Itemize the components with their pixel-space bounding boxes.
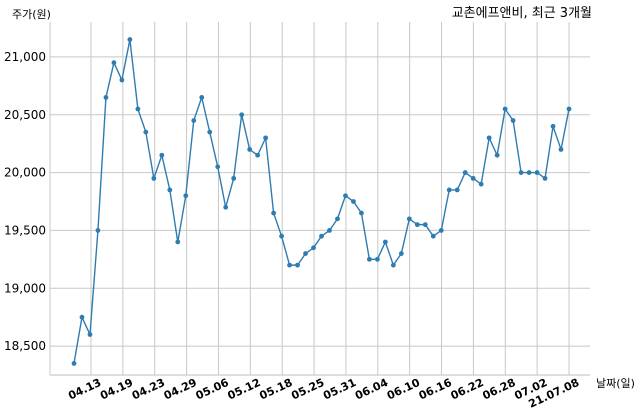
data-point — [502, 106, 508, 112]
x-tick-label: 05.06 — [194, 376, 231, 403]
data-point — [351, 199, 356, 204]
data-point — [191, 118, 197, 123]
data-point — [303, 251, 308, 256]
data-point — [223, 204, 229, 210]
data-point — [319, 233, 324, 239]
data-point — [486, 135, 492, 141]
data-point — [199, 95, 205, 100]
data-point — [287, 262, 292, 268]
data-point — [550, 123, 556, 129]
data-point — [510, 118, 516, 123]
data-point — [271, 210, 276, 216]
data-point — [167, 187, 173, 193]
series-layer — [71, 37, 572, 366]
data-point — [247, 147, 253, 152]
data-point — [175, 239, 181, 245]
data-point — [207, 129, 213, 135]
x-tick-label: 06.28 — [481, 376, 518, 402]
data-point — [446, 187, 452, 193]
data-point — [382, 239, 388, 245]
data-point — [343, 193, 348, 199]
data-point — [263, 135, 269, 141]
data-point — [279, 233, 284, 239]
data-point — [135, 106, 141, 112]
y-axis-title: 주가(원) — [12, 8, 51, 21]
data-point — [111, 60, 117, 66]
data-point — [566, 106, 572, 112]
data-point — [398, 251, 404, 256]
y-tick-label: 19,000 — [4, 281, 46, 295]
y-tick-label: 21,000 — [4, 50, 46, 64]
x-tick-label: 04.23 — [130, 376, 167, 402]
data-point — [430, 233, 436, 239]
data-point — [422, 222, 428, 228]
x-axis-title: 날짜(일) — [596, 376, 635, 390]
y-tick-label: 20,000 — [4, 166, 46, 180]
y-tick-label: 20,500 — [4, 108, 46, 122]
data-point — [438, 228, 444, 233]
data-point — [159, 152, 165, 158]
data-point — [359, 210, 364, 216]
data-point — [79, 314, 85, 320]
data-point — [454, 187, 460, 193]
data-point — [558, 147, 564, 152]
y-tick-label: 19,500 — [4, 223, 46, 237]
data-point — [406, 216, 412, 222]
data-point — [127, 37, 133, 42]
x-tick-label: 04.19 — [98, 376, 135, 402]
data-point — [151, 175, 157, 181]
data-point — [119, 77, 125, 83]
data-point — [470, 175, 476, 181]
data-point — [526, 170, 532, 175]
x-tick-label: 06.22 — [449, 376, 486, 402]
data-point — [215, 164, 221, 170]
data-point — [462, 170, 468, 175]
data-point — [335, 216, 340, 222]
x-tick-labels: 04.1304.1904.2304.2905.0605.1205.1805.25… — [66, 376, 581, 411]
data-point — [534, 170, 540, 175]
x-tick-label: 05.31 — [321, 376, 358, 402]
data-point — [295, 262, 300, 268]
data-point — [374, 256, 380, 262]
data-point — [390, 262, 396, 268]
x-tick-label: 06.10 — [385, 376, 422, 403]
data-point — [255, 152, 261, 158]
data-point — [311, 245, 316, 251]
data-point — [478, 181, 484, 187]
x-tick-label: 05.25 — [289, 376, 326, 402]
data-point — [71, 361, 77, 366]
x-tick-label: 06.16 — [417, 376, 454, 403]
data-point — [231, 175, 237, 181]
x-tick-label: 04.13 — [66, 376, 103, 402]
data-point — [494, 152, 500, 158]
data-point — [367, 256, 372, 262]
x-tick-label: 05.12 — [226, 376, 263, 402]
data-point — [542, 175, 548, 181]
data-point — [518, 170, 524, 175]
grid-lines — [49, 22, 590, 376]
x-tick-label: 04.29 — [162, 376, 199, 402]
series-line — [73, 38, 570, 364]
data-point — [327, 228, 332, 233]
x-tick-label: 06.04 — [353, 376, 390, 403]
x-tick-label: 05.18 — [257, 376, 294, 402]
y-tick-label: 18,500 — [4, 339, 46, 353]
data-point — [183, 193, 189, 199]
data-point — [239, 112, 245, 118]
chart-title: 교촌에프앤비, 최근 3개월 — [452, 6, 592, 21]
data-point — [143, 129, 149, 135]
data-point — [414, 222, 420, 228]
y-tick-labels: 18,500 19,000 19,500 20,000 20,500 21,000 — [4, 50, 46, 353]
data-point — [103, 95, 109, 100]
data-point — [87, 332, 93, 337]
data-point — [95, 228, 101, 233]
